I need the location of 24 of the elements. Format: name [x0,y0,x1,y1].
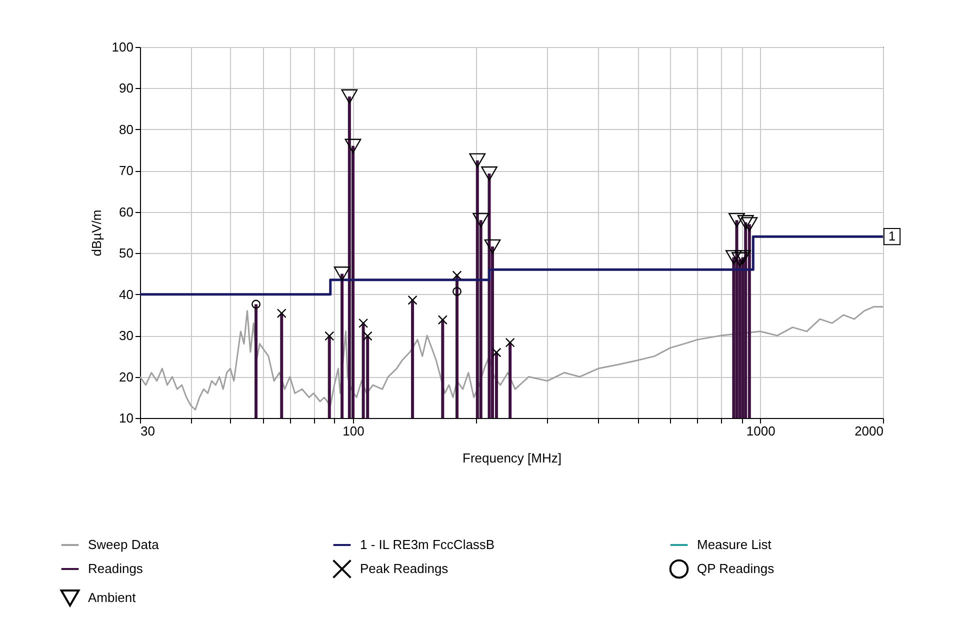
x-tick-label: 100 [342,424,364,438]
legend-label: Peak Readings [360,561,449,576]
y-tick-label: 30 [119,328,134,344]
y-tick-label: 100 [112,40,134,54]
x-axis-title: Frequency [MHz] [462,450,562,466]
legend-label: Measure List [697,537,772,552]
y-tick-label: 10 [119,410,134,426]
legend-label: Sweep Data [88,537,160,552]
y-tick-label: 70 [119,163,134,178]
y-tick-label: 50 [119,246,134,261]
y-tick-label: 90 [119,80,134,96]
y-tick-label: 20 [119,369,134,384]
y-tick-label: 60 [119,204,134,220]
legend-label: QP Readings [697,561,775,576]
annotation: 1 [888,228,896,244]
legend-label: Readings [88,561,144,576]
y-axis-title: dBµV/m [88,210,104,256]
x-tick-label: 1000 [746,424,776,438]
legend-label: 1 - IL RE3m FccClassB [360,537,495,552]
x-tick-label: 30 [140,424,155,438]
legend-label: Ambient [88,590,136,605]
x-tick-label: 2000 [854,424,884,438]
y-tick-label: 80 [119,122,134,137]
y-tick-label: 40 [119,286,134,302]
